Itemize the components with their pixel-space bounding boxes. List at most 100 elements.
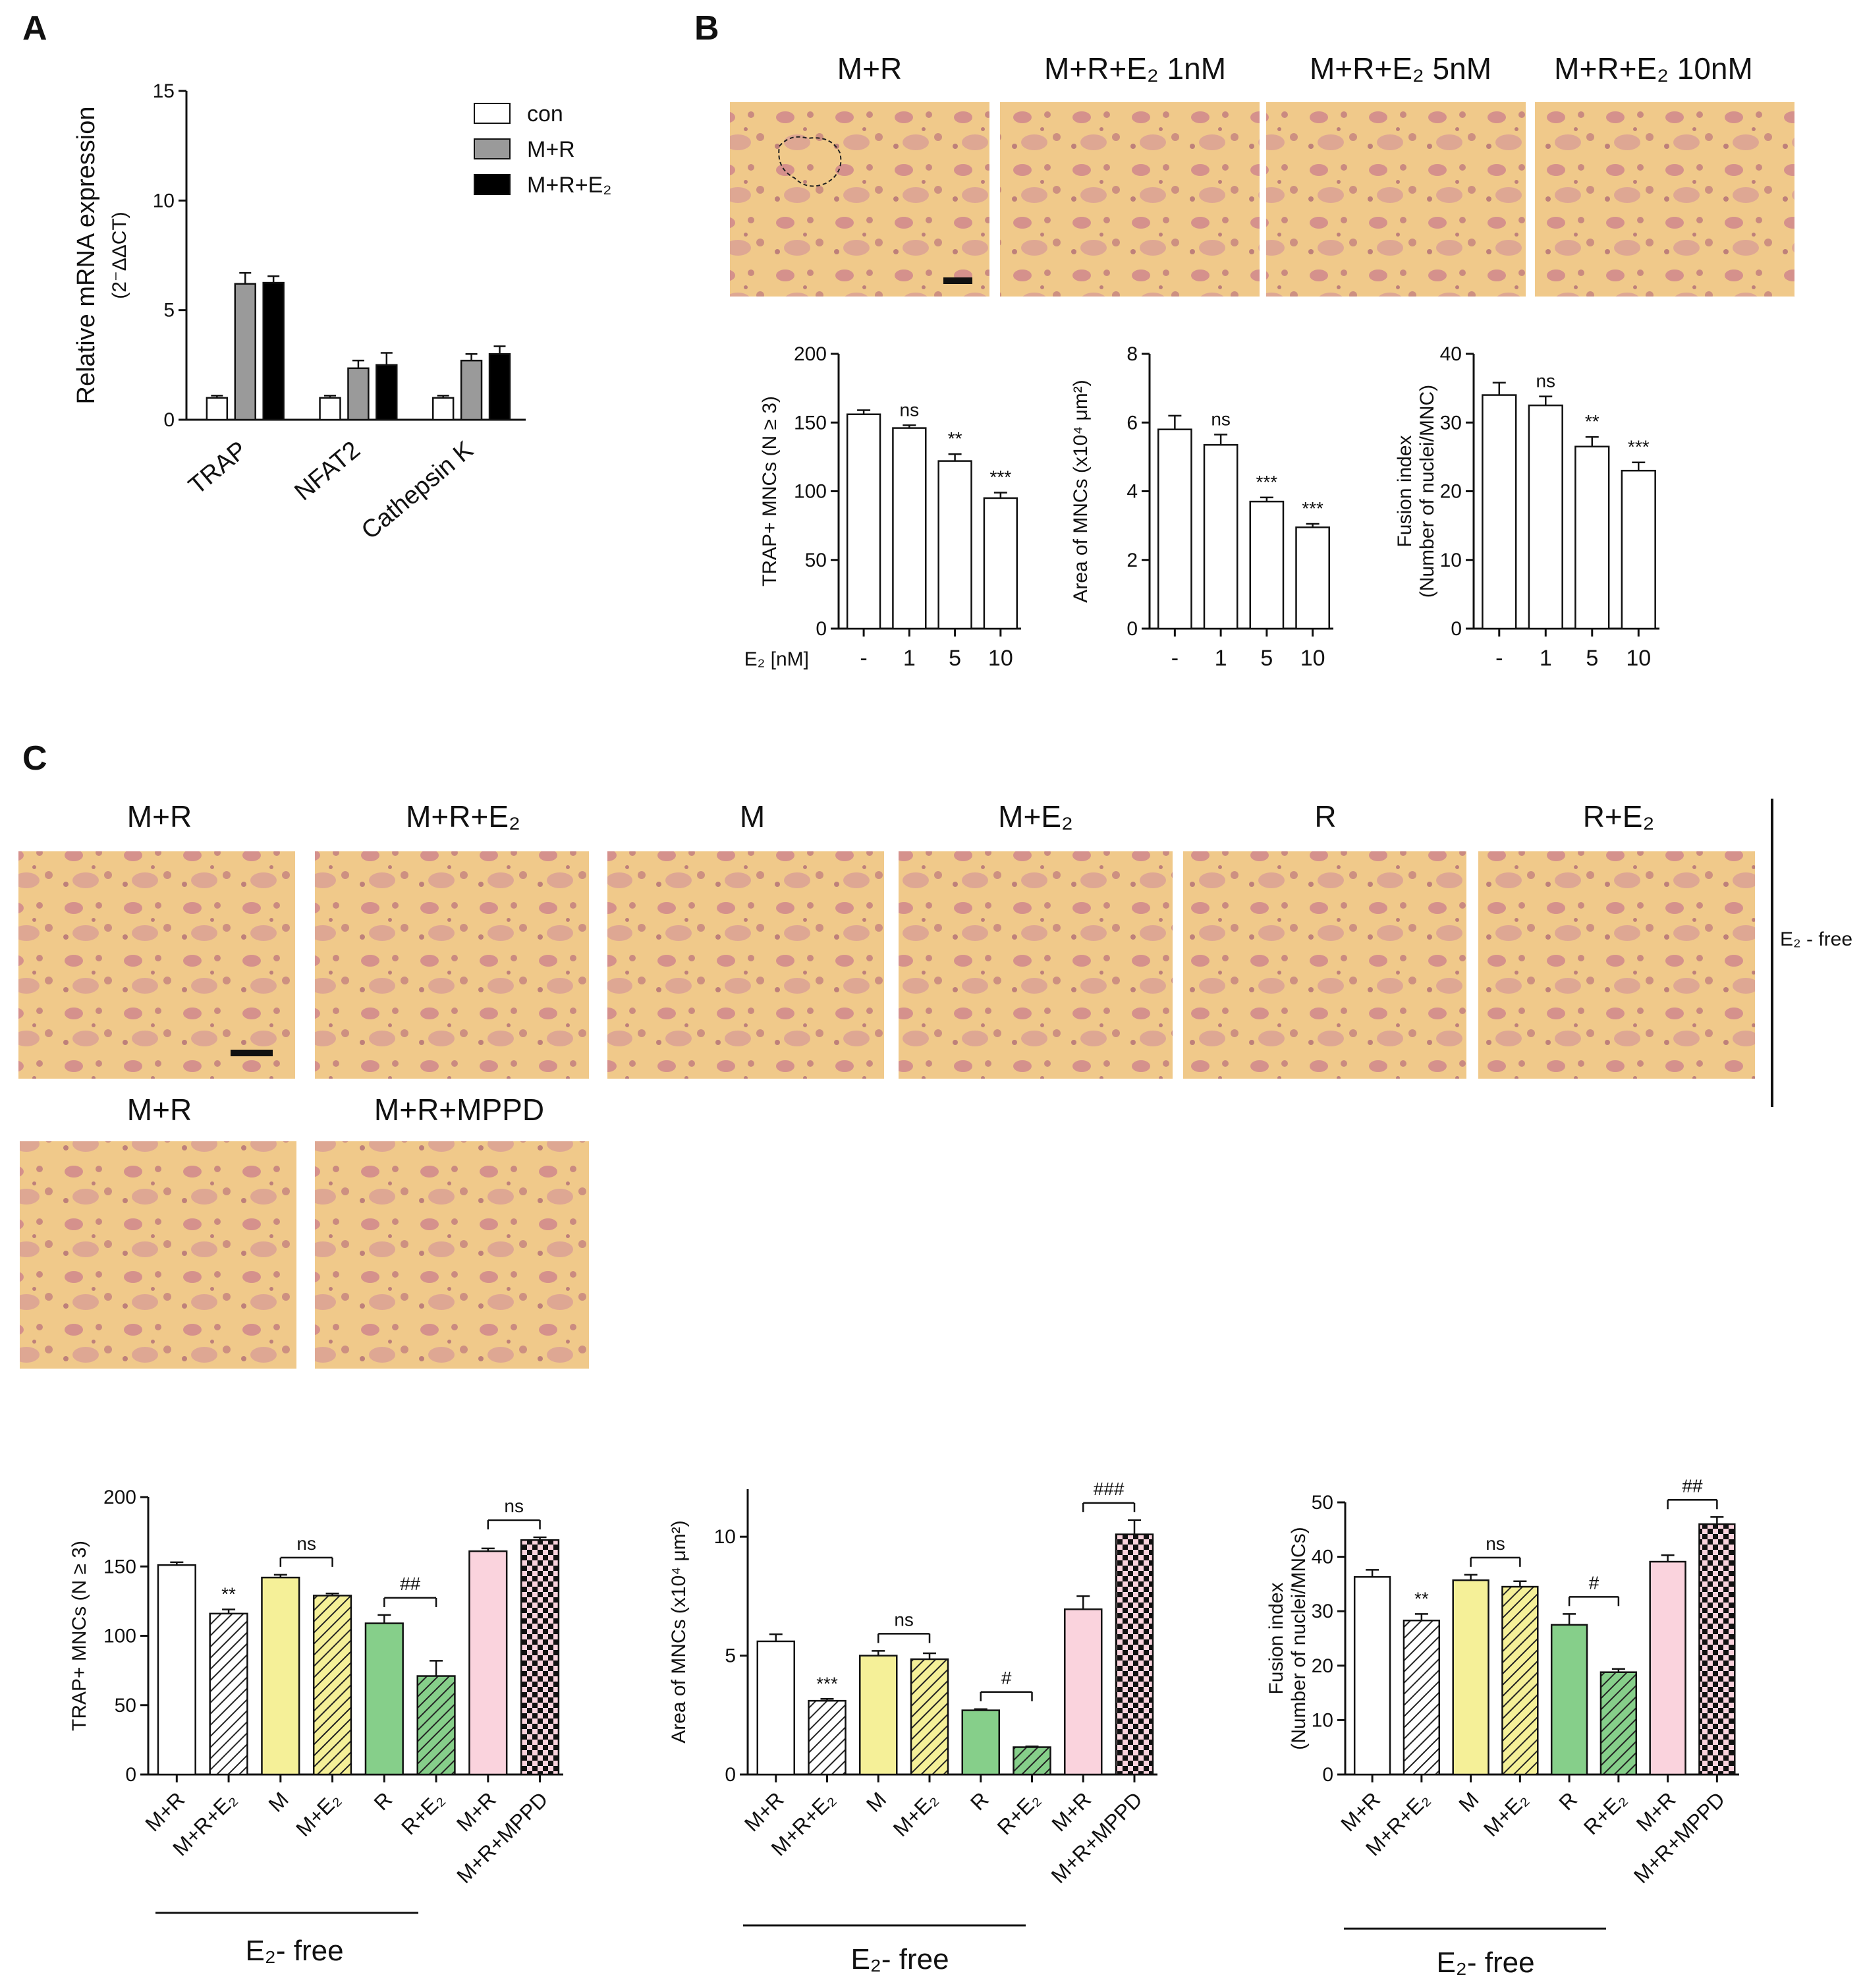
c1-ytick-label: 50 — [115, 1695, 136, 1717]
c-image-label-8: M+R+MPPD — [374, 1093, 544, 1127]
c2-ylabel: Area of MNCs (x10⁴ μm²) — [668, 1520, 690, 1744]
b3-ytick-label: 0 — [1451, 618, 1462, 640]
c3-sig-label: # — [1589, 1572, 1599, 1593]
b2-ytick-label: 6 — [1126, 412, 1138, 434]
c2-bar — [808, 1699, 847, 1776]
b2-bar — [1203, 443, 1238, 630]
scale-bar-c — [231, 1050, 273, 1056]
b2-bar — [1157, 428, 1192, 630]
micrograph-c-1 — [18, 851, 295, 1079]
c3-ytick-label: 50 — [1312, 1492, 1333, 1514]
c1-xtick-label: M+E₂ — [291, 1787, 345, 1840]
legend-swatch-con — [474, 103, 511, 124]
c2-group-label: E₂- free — [850, 1943, 949, 1975]
b2-ytick-label: 8 — [1126, 343, 1138, 365]
c1-bar — [364, 1622, 404, 1776]
a-xtick-label: NFAT2 — [289, 436, 365, 506]
b3-ytick-label: 20 — [1440, 481, 1462, 503]
c1-ytick-label: 0 — [125, 1764, 136, 1786]
panel-label-c: C — [22, 739, 47, 778]
c1-xtick-label: R — [369, 1787, 397, 1815]
c1-bar — [520, 1539, 560, 1776]
c2-bar — [756, 1640, 796, 1776]
b2-xtick-label: 5 — [1260, 646, 1273, 671]
b-image-label-4: M+R+E₂ 10nM — [1554, 51, 1753, 86]
c-image-label-1: M+R — [127, 799, 192, 834]
c-image-label-3: M — [740, 799, 765, 834]
c-side-label: E₂ - free — [1780, 928, 1852, 950]
c1-group-label: E₂- free — [245, 1935, 343, 1967]
c3-ytick-label: 20 — [1312, 1655, 1333, 1677]
b2-xtick-label: 1 — [1215, 646, 1227, 671]
c3-sig-label: ** — [1414, 1588, 1429, 1608]
c3-ytick-label: 30 — [1312, 1601, 1333, 1622]
b2-sig-label: *** — [1256, 472, 1278, 492]
b1-ytick-label: 50 — [805, 550, 827, 571]
c3-ytick-label: 40 — [1312, 1547, 1333, 1568]
a-bar — [234, 283, 256, 421]
c1-bar — [209, 1612, 248, 1776]
b2-xtick-label: 10 — [1300, 646, 1325, 671]
b-image-label-2: M+R+E₂ 1nM — [1044, 51, 1226, 86]
micrograph-c-7 — [20, 1141, 296, 1369]
c1-xtick-label: M — [264, 1787, 292, 1816]
micrograph-c-6 — [1478, 851, 1755, 1079]
legend-label-mr: M+R — [527, 137, 575, 162]
b2-ytick-label: 2 — [1126, 550, 1138, 571]
c1-bar — [157, 1564, 196, 1776]
c3-xtick-label: M — [1454, 1787, 1483, 1816]
c-image-label-6: R+E₂ — [1583, 799, 1655, 834]
b1-ytick-label: 100 — [794, 481, 827, 503]
b2-ytick-label: 4 — [1126, 481, 1138, 503]
c1-sig-label: ns — [296, 1533, 316, 1554]
c3-bar — [1550, 1624, 1588, 1776]
b1-bar — [937, 460, 972, 630]
b1-bar — [846, 413, 881, 630]
c2-bar — [1013, 1746, 1051, 1776]
b1-sig-label: *** — [989, 467, 1011, 488]
a-bar — [460, 359, 483, 421]
c3-bar — [1403, 1619, 1441, 1776]
c2-bar — [1115, 1533, 1154, 1776]
c3-ytick-label: 0 — [1322, 1764, 1333, 1786]
c2-xtick-label: M+E₂ — [889, 1787, 942, 1840]
c3-sig-label: ## — [1682, 1475, 1703, 1496]
b3-ylabel: Fusion index — [1394, 435, 1416, 547]
b3-xtick-label: 5 — [1586, 646, 1598, 671]
b3-bar — [1482, 394, 1517, 630]
b1-xtick-label: 5 — [949, 646, 961, 671]
b3-xtick-label: 1 — [1540, 646, 1552, 671]
b1-xtick-label: 10 — [988, 646, 1013, 671]
c1-bar — [312, 1595, 352, 1776]
c2-bar — [1064, 1608, 1103, 1776]
b2-bar — [1295, 526, 1330, 630]
micrograph-outline — [778, 136, 842, 187]
c3-xtick-label: R+E₂ — [1579, 1787, 1631, 1839]
a-bar — [347, 367, 370, 421]
scale-bar-b — [943, 277, 972, 284]
c2-xtick-label: R — [966, 1787, 993, 1815]
c-image-label-5: R — [1314, 799, 1336, 834]
b3-ylabel-2: (Number of nuclei/MNC) — [1416, 385, 1438, 598]
c2-sig-label: # — [1001, 1668, 1012, 1688]
c2-sig-label: ns — [894, 1609, 914, 1630]
c2-bar — [961, 1709, 1001, 1776]
micrograph-b-4 — [1535, 102, 1794, 297]
c1-bar — [468, 1550, 508, 1776]
b2-xtick-label: - — [1171, 646, 1179, 671]
c3-bar — [1452, 1579, 1489, 1776]
b3-ytick-label: 30 — [1440, 412, 1462, 434]
a-bar — [431, 397, 455, 421]
c-image-label-2: M+R+E₂ — [406, 799, 520, 834]
c1-ytick-label: 100 — [103, 1626, 136, 1647]
b3-sig-label: ns — [1536, 371, 1555, 391]
micrograph-c-8 — [315, 1141, 589, 1369]
c2-ytick-label: 0 — [725, 1764, 736, 1786]
b3-ytick-label: 40 — [1440, 343, 1462, 365]
legend-label-con: con — [527, 101, 563, 127]
c2-ytick-label: 5 — [725, 1645, 736, 1667]
b1-ytick-label: 0 — [816, 618, 827, 640]
micrograph-b-2 — [1000, 102, 1260, 297]
c2-sig-label: ### — [1094, 1479, 1125, 1499]
b1-ylabel: TRAP+ MNCs (N ≥ 3) — [759, 396, 781, 586]
